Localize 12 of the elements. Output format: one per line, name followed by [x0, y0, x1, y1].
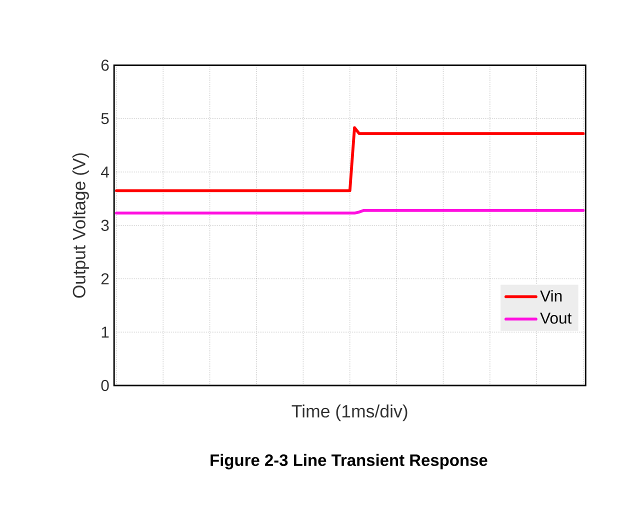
- y-axis-title: Output Voltage (V): [72, 153, 89, 298]
- text: Figure 2-3 Line Transient Response: [210, 454, 488, 470]
- y-tick-label: 0: [101, 380, 109, 392]
- y-tick-label: 1: [102, 326, 109, 338]
- y-tick-label: 3: [101, 220, 109, 231]
- y-tick-label: 6: [101, 60, 109, 71]
- legend-label: Vin: [540, 290, 562, 302]
- y-tick-label: 2: [101, 273, 109, 284]
- y-tick-label: 5: [101, 113, 109, 124]
- y-tick-label: 4: [101, 166, 109, 178]
- legend-label: Vout: [540, 312, 572, 324]
- x-axis-title: Time (1ms/div): [292, 404, 408, 422]
